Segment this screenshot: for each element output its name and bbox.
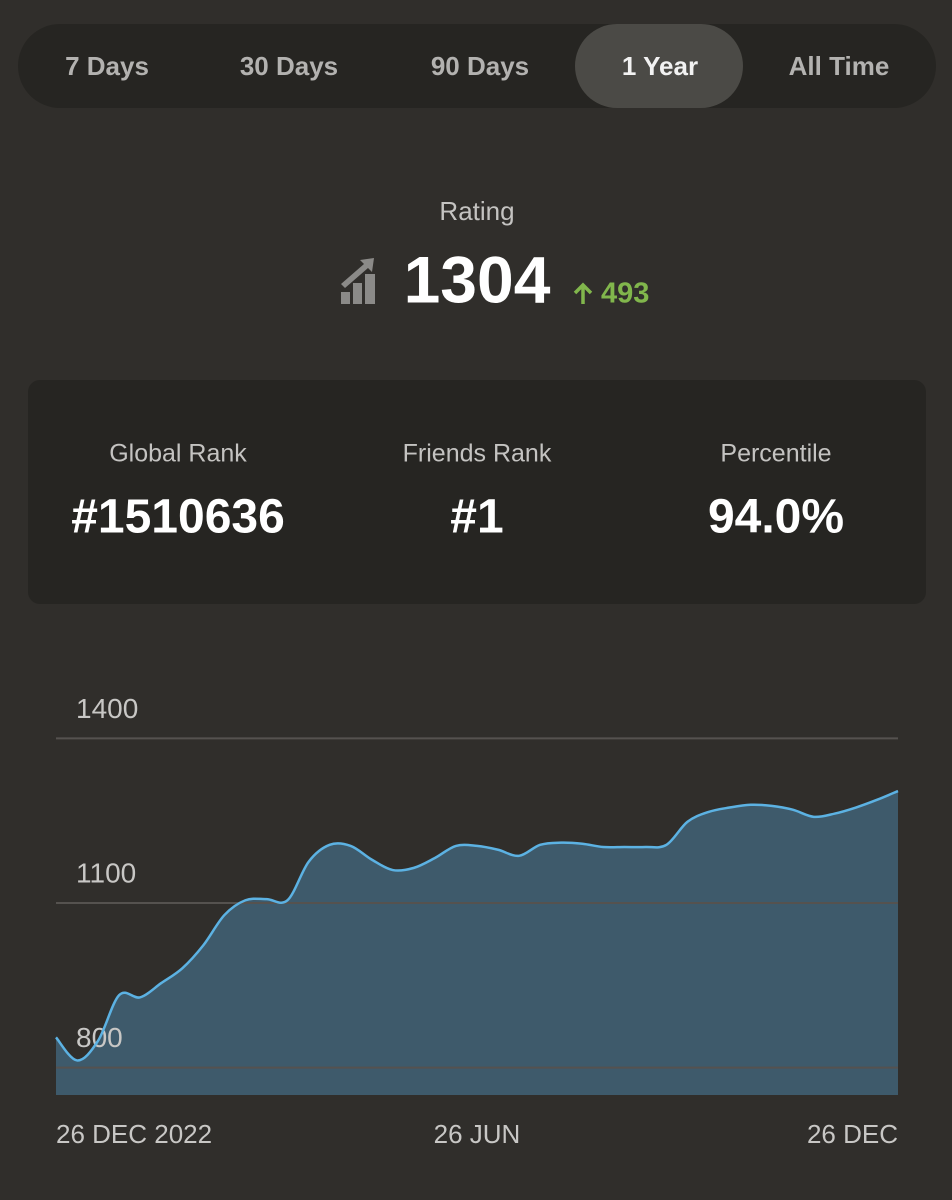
active-tab-pill [575, 24, 743, 108]
tab[interactable]: All Time [789, 51, 890, 81]
tab-active[interactable]: 1 Year [622, 51, 698, 81]
tab[interactable]: 90 Days [431, 51, 529, 81]
x-tick-label: 26 DEC [807, 1119, 898, 1149]
stat-label: Global Rank [109, 440, 247, 468]
stats-card [28, 380, 926, 604]
y-tick-label: 1400 [76, 693, 138, 724]
stat-value: #1 [450, 491, 503, 544]
y-tick-label: 1100 [76, 857, 136, 888]
area-fill [56, 791, 898, 1095]
rating-label: Rating [439, 196, 514, 226]
up-arrow [573, 282, 593, 304]
stat-value: #1510636 [71, 491, 285, 544]
stat-label: Friends Rank [403, 440, 552, 468]
tab[interactable]: 7 Days [65, 51, 149, 81]
rating-change: 493 [601, 278, 649, 310]
rating-line [55, 789, 899, 1062]
stat-label: Percentile [720, 440, 831, 468]
tab[interactable]: 30 Days [240, 51, 338, 81]
rating-icon [341, 258, 375, 304]
x-tick-label: 26 JUN [434, 1119, 521, 1149]
x-tick-label: 26 DEC 2022 [56, 1119, 212, 1149]
stat-value: 94.0% [708, 491, 844, 544]
rating-value: 1304 [404, 242, 551, 316]
